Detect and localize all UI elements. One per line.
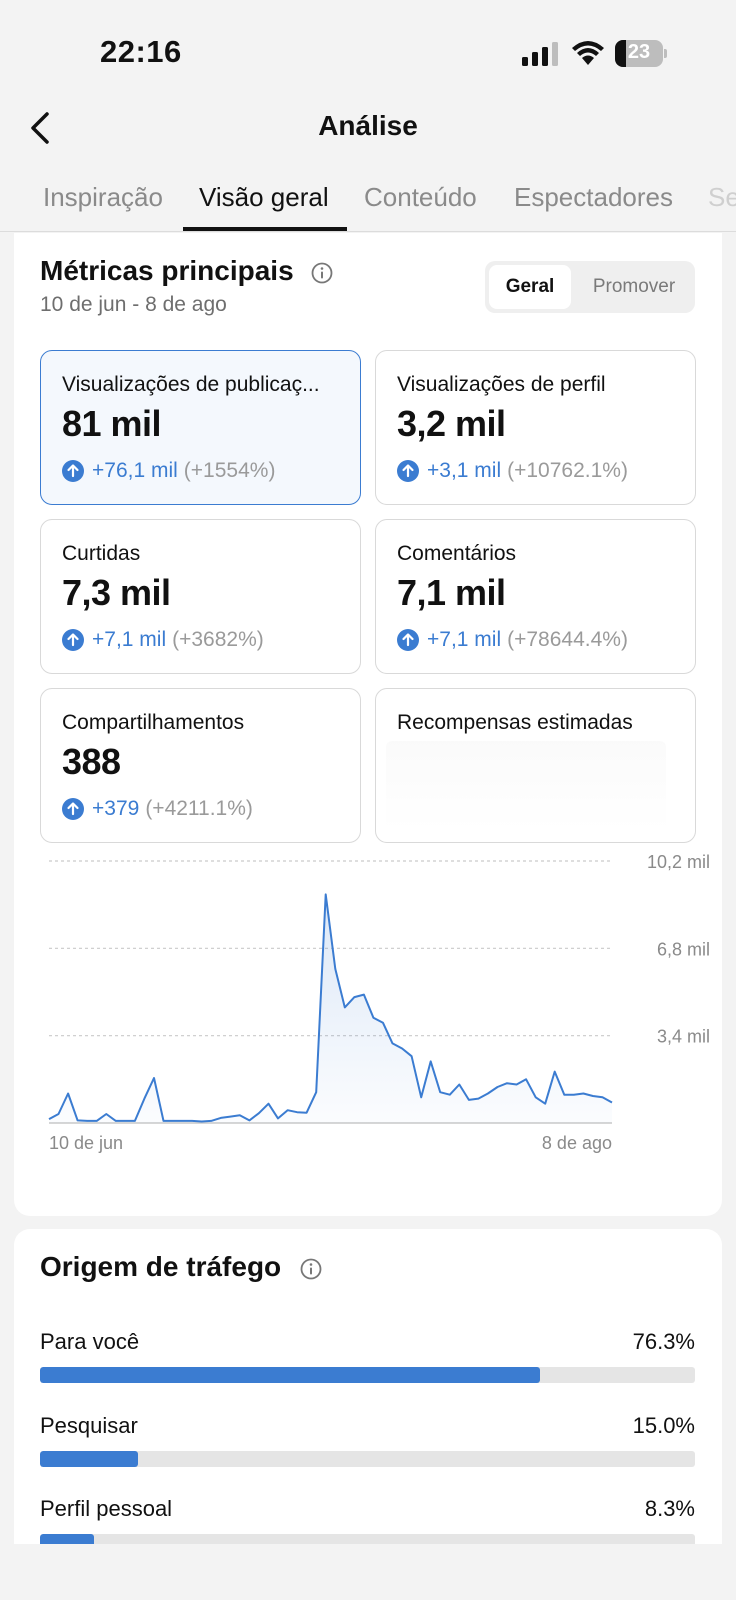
- date-range: 10 de jun - 8 de ago: [40, 293, 227, 316]
- metric-card-rewards[interactable]: Recompensas estimadas: [375, 688, 696, 843]
- nav-bar: Análise: [0, 100, 736, 158]
- traffic-percent: 8.3%: [644, 1496, 695, 1521]
- metric-card-shares[interactable]: Compartilhamentos 388 +379 (+4211.1%): [40, 688, 361, 843]
- traffic-bar-track: [40, 1534, 695, 1544]
- metric-label: Visualizações de perfil: [397, 373, 606, 396]
- change-percent: (+1554%): [183, 459, 276, 482]
- traffic-source-card: Origem de tráfego Para você 76.3% Pesqui…: [14, 1229, 722, 1544]
- cellular-signal-icon: [522, 42, 558, 66]
- metric-label: Visualizações de publicaç...: [62, 373, 320, 396]
- status-bar: 22:16 23: [0, 0, 736, 100]
- x-tick-label-end: 8 de ago: [542, 1133, 612, 1153]
- traffic-row-para-voce: Para você 76.3%: [40, 1329, 695, 1399]
- hidden-value-placeholder: [386, 741, 666, 831]
- arrow-up-circle-icon: [62, 798, 84, 820]
- metric-value: 81 mil: [62, 403, 162, 444]
- metric-card-likes[interactable]: Curtidas 7,3 mil +7,1 mil (+3682%): [40, 519, 361, 674]
- battery-icon: 23: [615, 40, 667, 67]
- tab-visao-geral[interactable]: Visão geral: [199, 182, 329, 212]
- traffic-label: Perfil pessoal: [40, 1496, 173, 1521]
- metric-label: Curtidas: [62, 542, 141, 565]
- segment-geral[interactable]: Geral: [489, 265, 571, 309]
- change-absolute: +7,1 mil: [92, 628, 167, 651]
- traffic-row-perfil-pessoal: Perfil pessoal 8.3%: [40, 1496, 695, 1544]
- traffic-label: Para você: [40, 1329, 140, 1354]
- x-tick-label-start: 10 de jun: [49, 1133, 123, 1153]
- bottom-area: [0, 1544, 736, 1600]
- arrow-up-circle-icon: [397, 460, 419, 482]
- metric-change: +7,1 mil (+78644.4%): [397, 628, 628, 652]
- metric-label: Compartilhamentos: [62, 711, 245, 734]
- battery-fill: [615, 40, 627, 67]
- traffic-bar-fill: [40, 1367, 540, 1383]
- battery-level: 23: [627, 41, 651, 63]
- tab-active-indicator: [183, 227, 347, 231]
- traffic-label: Pesquisar: [40, 1413, 138, 1438]
- traffic-row-pesquisar: Pesquisar 15.0%: [40, 1413, 695, 1483]
- traffic-percent: 15.0%: [632, 1413, 695, 1438]
- main-metrics-card: Métricas principais 10 de jun - 8 de ago…: [14, 233, 722, 1216]
- change-percent: (+10762.1%): [507, 459, 628, 482]
- metric-value: 7,1 mil: [397, 572, 506, 613]
- metric-value: 7,3 mil: [62, 572, 171, 613]
- y-tick-label: 6,8 mil: [657, 939, 710, 959]
- metric-change: +7,1 mil (+3682%): [62, 628, 264, 652]
- metric-card-post-views[interactable]: Visualizações de publicaç... 81 mil +76,…: [40, 350, 361, 505]
- traffic-bar-fill: [40, 1451, 139, 1467]
- change-absolute: +379: [92, 797, 140, 820]
- tab-espectadores[interactable]: Espectadores: [514, 182, 673, 212]
- change-percent: (+78644.4%): [507, 628, 628, 651]
- arrow-up-circle-icon: [397, 629, 419, 651]
- chart-area-fill: [49, 894, 612, 1123]
- traffic-percent: 76.3%: [632, 1329, 695, 1354]
- change-absolute: +7,1 mil: [427, 628, 502, 651]
- wifi-icon: [572, 41, 604, 65]
- views-chart: 3,4 mil 6,8 mil 10,2 mil 10 de jun 8 de ago: [48, 853, 710, 1153]
- tab-bar: Inspiração Visão geral Conteúdo Espectad…: [0, 170, 736, 232]
- traffic-bar-fill: [40, 1534, 95, 1544]
- metric-change: +76,1 mil (+1554%): [62, 459, 275, 483]
- metric-label: Recompensas estimadas: [397, 711, 633, 734]
- segment-promover[interactable]: Promover: [592, 276, 676, 297]
- tab-inspiracao[interactable]: Inspiração: [43, 182, 163, 212]
- tab-more[interactable]: Se: [708, 182, 736, 212]
- tab-conteudo[interactable]: Conteúdo: [364, 182, 477, 212]
- metric-value: 3,2 mil: [397, 403, 506, 444]
- metric-value: 388: [62, 741, 121, 782]
- info-icon[interactable]: [300, 1258, 322, 1280]
- metric-change: +379 (+4211.1%): [62, 797, 253, 821]
- traffic-bar-track: [40, 1367, 695, 1383]
- change-absolute: +3,1 mil: [427, 459, 502, 482]
- metric-card-comments[interactable]: Comentários 7,1 mil +7,1 mil (+78644.4%): [375, 519, 696, 674]
- chevron-left-icon: [31, 112, 49, 144]
- change-percent: (+3682%): [172, 628, 264, 651]
- y-tick-label: 10,2 mil: [647, 853, 710, 872]
- page-title: Análise: [318, 110, 418, 141]
- change-absolute: +76,1 mil: [92, 459, 178, 482]
- back-button[interactable]: [22, 108, 58, 148]
- chart-series-line: [48, 893, 613, 1123]
- section-title-traffic: Origem de tráfego: [40, 1251, 282, 1282]
- segment-control: Geral Promover: [485, 261, 695, 313]
- metric-label: Comentários: [397, 542, 517, 565]
- change-percent: (+4211.1%): [145, 797, 253, 820]
- metric-card-profile-views[interactable]: Visualizações de perfil 3,2 mil +3,1 mil…: [375, 350, 696, 505]
- arrow-up-circle-icon: [62, 629, 84, 651]
- traffic-bar-track: [40, 1451, 695, 1467]
- arrow-up-circle-icon: [62, 460, 84, 482]
- y-tick-label: 3,4 mil: [657, 1027, 710, 1047]
- status-time: 22:16: [100, 34, 182, 69]
- section-title-metrics: Métricas principais: [40, 255, 294, 286]
- info-icon[interactable]: [311, 262, 333, 284]
- metric-change: +3,1 mil (+10762.1%): [397, 459, 628, 483]
